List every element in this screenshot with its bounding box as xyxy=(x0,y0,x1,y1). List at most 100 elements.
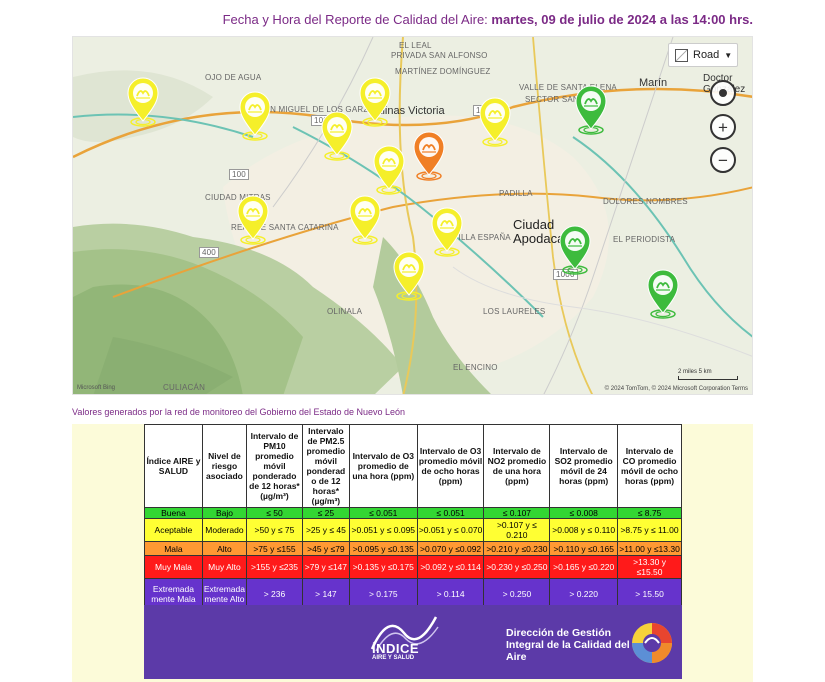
map-label-place: Los Laureles xyxy=(483,307,546,316)
locate-me-button[interactable] xyxy=(710,80,736,106)
aqi-table: Índice AIRE y SALUD Nivel de riesgo asoc… xyxy=(144,424,682,609)
map-pin-icon xyxy=(237,195,269,245)
aqi-cell: >0.095 y ≤0.135 xyxy=(348,541,418,556)
header-o3-1h: Intervalo de O3 promedio de una hora (pp… xyxy=(348,424,418,508)
aqi-cell: >0.051 y ≤ 0.070 xyxy=(416,518,485,542)
station-pin-buena[interactable] xyxy=(574,85,608,137)
aqi-cell: >0.070 y ≤0.092 xyxy=(416,541,485,556)
calidad-aire-emblem-icon xyxy=(632,623,672,663)
map-label-place: Privada San Alfonso xyxy=(391,51,488,60)
zoom-out-button[interactable]: − xyxy=(710,147,736,173)
aqi-cell: ≤ 0.051 xyxy=(416,507,485,519)
aqi-cell: ≤ 8.75 xyxy=(617,507,682,519)
map-pin-icon xyxy=(321,111,353,161)
chevron-down-icon: ▼ xyxy=(724,50,733,60)
station-pin-aceptable[interactable] xyxy=(478,97,512,149)
map-pin-icon xyxy=(127,77,159,127)
aqi-cell: >0.165 y ≤0.220 xyxy=(549,555,619,579)
station-pin-aceptable[interactable] xyxy=(320,111,354,163)
indice-logo-sub: AIRE Y SALUD xyxy=(372,655,415,661)
aqi-cell: Extremada mente Mala xyxy=(144,578,203,609)
map-scale-bar xyxy=(678,376,738,380)
station-pin-aceptable[interactable] xyxy=(372,145,406,197)
header-pm25: Intervalo de PM2.5 promedio móvil ponder… xyxy=(301,424,350,508)
map-label-marin: Marín xyxy=(639,77,668,89)
aqi-cell: >0.092 y ≤0.114 xyxy=(416,555,485,579)
map-label-place: Dolores Nombres xyxy=(603,197,688,206)
map-label-place: Culiacán xyxy=(163,383,206,392)
report-datetime-prefix: Fecha y Hora del Reporte de Calidad del … xyxy=(222,12,492,27)
aqi-row-aceptable: Aceptable Moderado >50 y ≤ 75 >25 y ≤ 45 >0.… xyxy=(144,518,682,542)
map-scale: 2 miles 5 km xyxy=(678,369,738,380)
map-pin-icon xyxy=(575,85,607,135)
aqi-cell: ≤ 25 xyxy=(301,507,350,519)
aqi-cell: >11.00 y ≤13.30 xyxy=(617,541,682,556)
highway-shield: 100 xyxy=(229,169,249,180)
header-no2: Intervalo de NO2 promedio de una hora (p… xyxy=(483,424,551,508)
aqi-cell: >79 y ≤147 xyxy=(301,555,350,579)
aqi-cell: >75 y ≤155 xyxy=(246,541,303,556)
header-co: Intervalo de CO promedio móvil de ocho h… xyxy=(617,424,682,508)
report-datetime-header: Fecha y Hora del Reporte de Calidad del … xyxy=(223,12,753,27)
map-terrain xyxy=(73,37,752,394)
map-pin-icon xyxy=(359,77,391,127)
aqi-cell: Buena xyxy=(144,507,203,519)
map-label-place: El Periodista xyxy=(613,235,676,244)
aqi-cell: > 0.220 xyxy=(549,578,619,609)
station-pin-buena[interactable] xyxy=(558,225,592,277)
aqi-cell: Muy Mala xyxy=(144,555,203,579)
station-pin-aceptable[interactable] xyxy=(430,207,464,259)
map-label-place: El Encino xyxy=(453,363,498,372)
aqi-cell: ≤ 50 xyxy=(246,507,303,519)
map-label-place: Real de Santa Catarina xyxy=(231,223,339,232)
aqi-cell: >0.008 y ≤ 0.110 xyxy=(549,518,619,542)
air-quality-map[interactable]: Salinas Victoria Ciudad Apodaca Marín Do… xyxy=(72,36,753,395)
aqi-cell: Extremada mente Alto xyxy=(201,578,248,609)
aqi-cell: >50 y ≤ 75 xyxy=(246,518,303,542)
aqi-cell: >45 y ≤79 xyxy=(301,541,350,556)
zoom-in-button[interactable]: + xyxy=(710,114,736,140)
aqi-row-mala: Mala Alto >75 y ≤155 >45 y ≤79 >0.095 y ≤0.1… xyxy=(144,541,682,556)
aqi-cell: >13.30 y ≤15.50 xyxy=(617,555,682,579)
map-pin-icon xyxy=(373,145,405,195)
indice-aire-salud-banner: ÍNDICE AIRE Y SALUD Dirección de Gestión… xyxy=(144,605,682,679)
map-attribution[interactable]: © 2024 TomTom, © 2024 Microsoft Corporat… xyxy=(604,386,748,392)
header-indice: Índice AIRE y SALUD xyxy=(144,424,203,508)
map-label-place: Ojo de Agua xyxy=(205,73,262,82)
report-datetime-value: martes, 09 de julio de 2024 a las 14:00 … xyxy=(491,12,753,27)
map-label-place: Martínez Domínguez xyxy=(395,67,491,76)
map-style-dropdown[interactable]: Road ▼ xyxy=(668,43,738,67)
map-pin-icon xyxy=(647,269,679,319)
aqi-cell: Moderado xyxy=(201,518,248,542)
station-pin-aceptable[interactable] xyxy=(238,91,272,143)
map-label-place: San Miguel de los Garza xyxy=(259,105,374,114)
data-source-caption: Valores generados por la red de monitore… xyxy=(72,407,406,417)
header-pm10: Intervalo de PM10 promedio móvil pondera… xyxy=(246,424,303,508)
aqi-cell: Alto xyxy=(201,541,248,556)
aqi-cell: >155 y ≤235 xyxy=(246,555,303,579)
station-pin-buena[interactable] xyxy=(646,269,680,321)
map-pin-icon xyxy=(349,195,381,245)
map-label-place: Villa España xyxy=(453,233,511,242)
station-pin-aceptable[interactable] xyxy=(126,77,160,129)
aqi-cell: >0.051 y ≤ 0.095 xyxy=(348,518,418,542)
aqi-cell: Aceptable xyxy=(144,518,203,542)
station-pin-aceptable[interactable] xyxy=(236,195,270,247)
map-label-place: Olinala xyxy=(327,307,363,316)
aqi-cell: > 0.114 xyxy=(416,578,485,609)
aqi-cell: >0.230 y ≤0.250 xyxy=(483,555,551,579)
map-pin-icon xyxy=(431,207,463,257)
aqi-table-header: Índice AIRE y SALUD Nivel de riesgo asoc… xyxy=(144,424,682,508)
road-map-icon xyxy=(675,48,688,62)
aqi-cell: >0.110 y ≤0.165 xyxy=(549,541,619,556)
station-pin-aceptable[interactable] xyxy=(392,251,426,303)
station-pin-mala[interactable] xyxy=(412,131,446,183)
header-so2: Intervalo de SO2 promedio móvil de 24 ho… xyxy=(549,424,619,508)
station-pin-aceptable[interactable] xyxy=(358,77,392,129)
bing-logo: Microsoft Bing xyxy=(77,385,116,391)
map-pin-icon xyxy=(479,97,511,147)
map-pin-icon xyxy=(559,225,591,275)
map-label-salinas: Salinas Victoria xyxy=(369,105,445,117)
aqi-cell: >0.135 y ≤0.175 xyxy=(348,555,418,579)
station-pin-aceptable[interactable] xyxy=(348,195,382,247)
